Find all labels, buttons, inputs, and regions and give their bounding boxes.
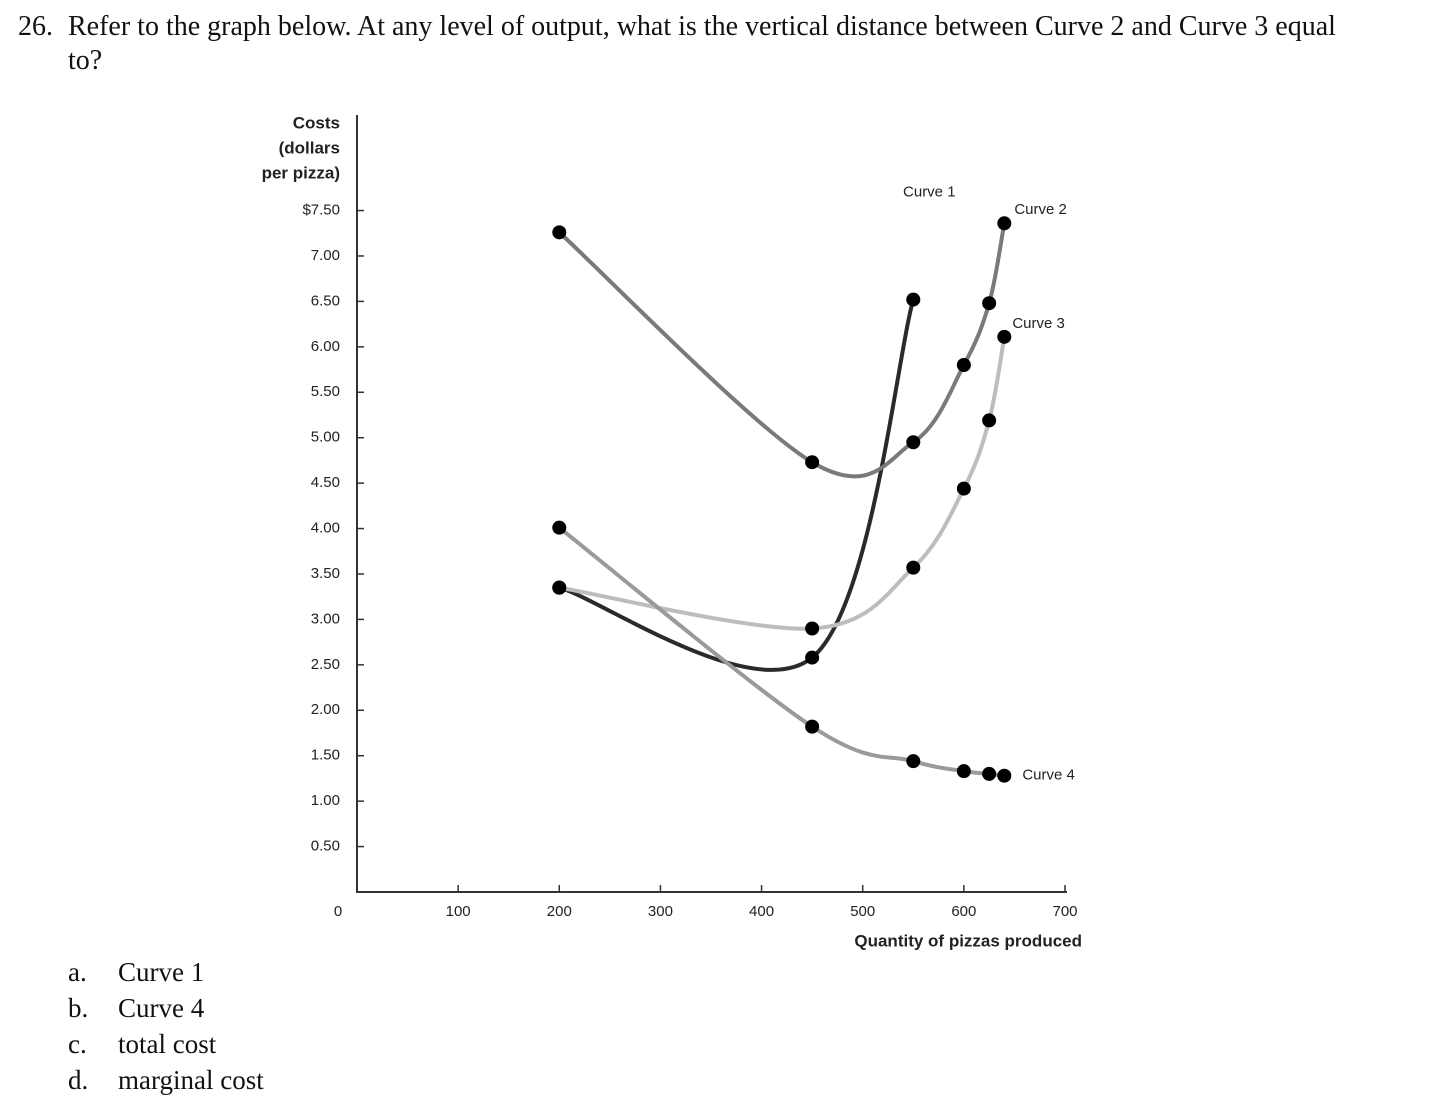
series-label: Curve 2 [1014, 201, 1067, 218]
x-tick-label: 500 [850, 903, 875, 920]
data-point [982, 766, 997, 781]
x-tick-label: 200 [547, 903, 572, 920]
x-tick-label: 0 [334, 903, 342, 920]
data-point [906, 435, 921, 450]
data-point [906, 754, 921, 769]
x-tick-label: 700 [1052, 903, 1077, 920]
x-tick-label: 600 [951, 903, 976, 920]
series-line [557, 222, 1007, 479]
y-tick-label: 4.50 [311, 474, 340, 491]
option-letter: b. [68, 993, 89, 1023]
data-point [552, 520, 567, 535]
data-point [906, 560, 921, 575]
y-tick-label: 5.00 [311, 429, 340, 446]
series-line [558, 526, 1005, 778]
data-point [956, 764, 971, 779]
y-tick-label: 1.00 [311, 792, 340, 809]
data-point [997, 216, 1012, 231]
option-text: marginal cost [118, 1065, 264, 1095]
data-point [997, 329, 1012, 344]
x-tick-label: 400 [749, 903, 774, 920]
y-tick-label: 1.50 [311, 747, 340, 764]
y-tick-label: 2.00 [311, 701, 340, 718]
y-axis-label: per pizza) [262, 163, 340, 182]
y-tick-label: 7.00 [311, 247, 340, 264]
option-text: Curve 1 [118, 957, 205, 987]
question-text: Refer to the graph below. At any level o… [68, 11, 1336, 76]
y-tick-label: 3.00 [311, 610, 340, 627]
series-label: Curve 3 [1012, 315, 1065, 332]
data-point [997, 768, 1012, 783]
series-label: Curve 4 [1022, 767, 1075, 784]
y-tick-label: 5.50 [311, 383, 340, 400]
data-point [982, 413, 997, 428]
x-tick-label: 300 [648, 903, 673, 920]
data-point [956, 358, 971, 373]
y-tick-label: 0.50 [311, 838, 340, 855]
data-point [982, 296, 997, 311]
series-line [558, 336, 1007, 631]
data-point [956, 481, 971, 496]
data-point [805, 719, 820, 734]
y-tick-label: 2.50 [311, 656, 340, 673]
question-number: 26. [18, 11, 53, 42]
data-point [805, 650, 820, 665]
y-tick-label: 6.50 [311, 292, 340, 309]
series-label: Curve 1 [903, 184, 956, 201]
x-tick-label: 100 [446, 903, 471, 920]
data-point [552, 580, 567, 595]
x-axis-label: Quantity of pizzas produced [854, 931, 1082, 950]
option-text: total cost [118, 1029, 217, 1059]
data-point [805, 621, 820, 636]
option-text: Curve 4 [118, 993, 205, 1023]
y-axis-label: Costs [293, 113, 340, 132]
option-letter: c. [68, 1029, 87, 1059]
option-letter: a. [68, 957, 87, 987]
y-axis-label: (dollars [279, 138, 340, 157]
y-tick-label: $7.50 [302, 202, 340, 219]
option-letter: d. [68, 1065, 89, 1095]
data-point [906, 292, 921, 307]
y-tick-label: 6.00 [311, 338, 340, 355]
y-tick-label: 3.50 [311, 565, 340, 582]
data-point [805, 455, 820, 470]
y-tick-label: 4.00 [311, 520, 340, 537]
data-point [552, 225, 567, 240]
